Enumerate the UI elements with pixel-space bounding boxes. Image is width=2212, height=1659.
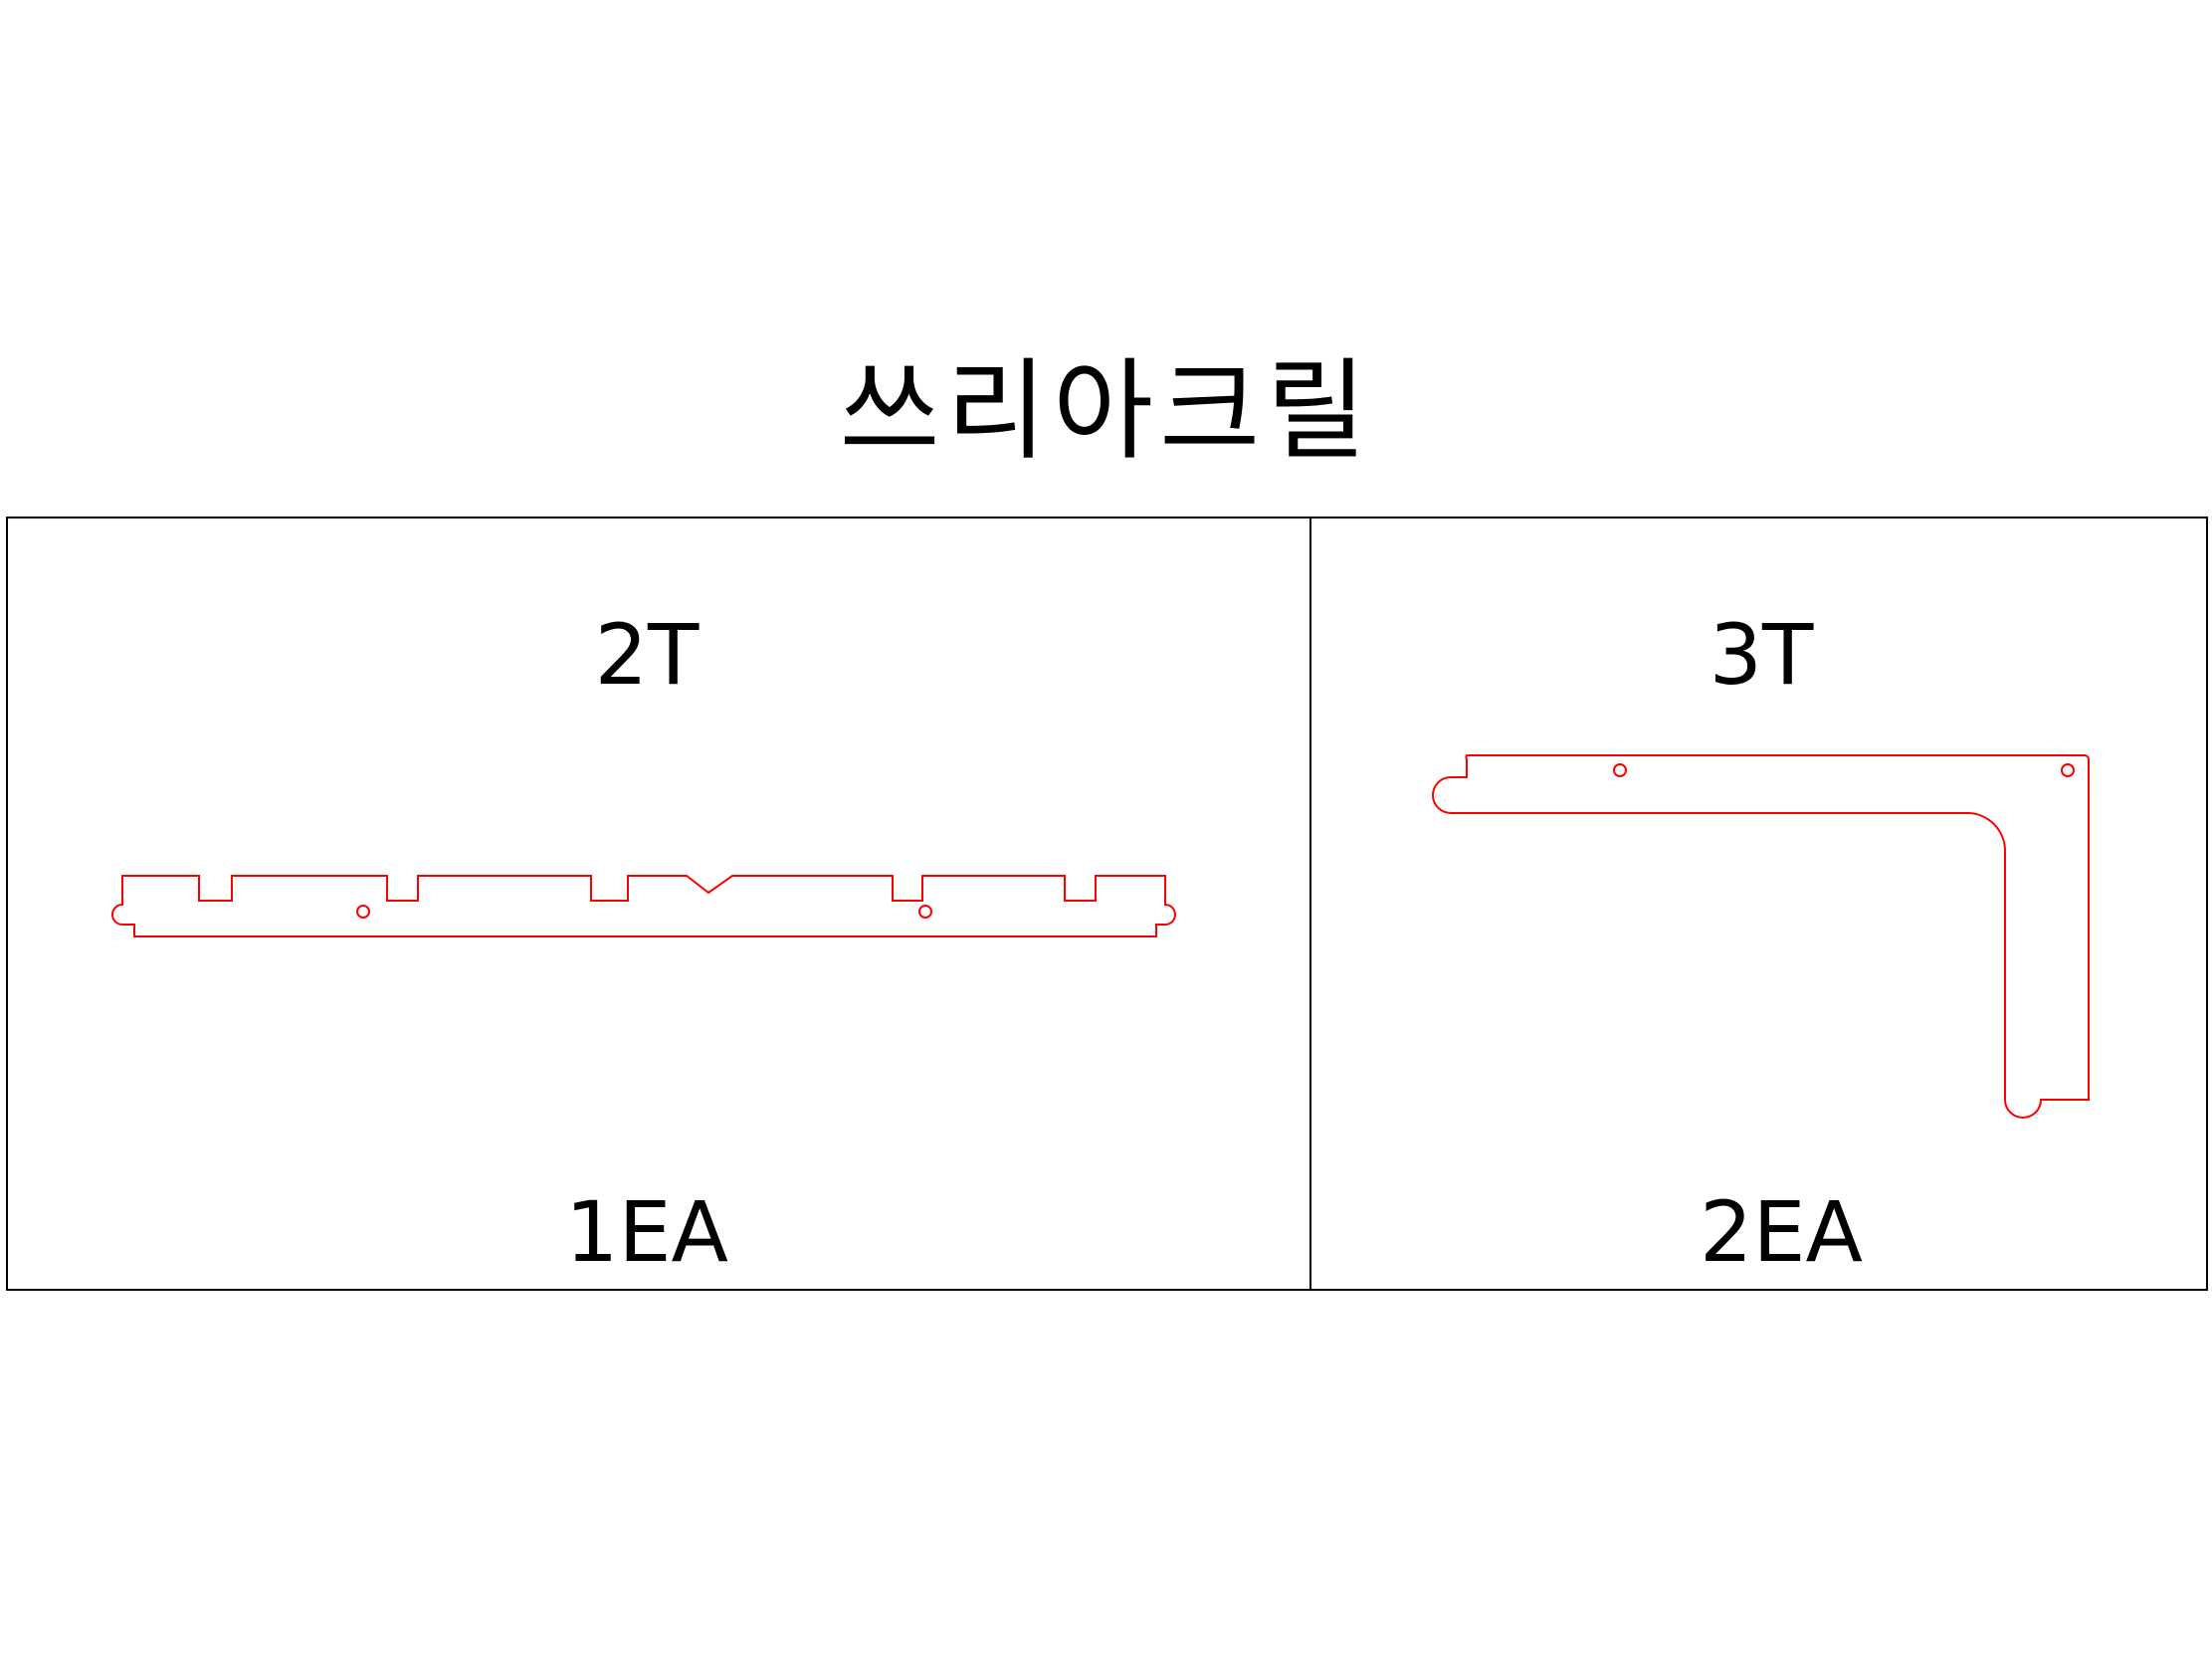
right-panel-thickness: 3T (1709, 606, 1814, 704)
left-panel-thickness: 2T (594, 606, 700, 704)
right-panel-quantity: 2EA (1700, 1183, 1863, 1281)
drawing-title: 쓰리아크릴 (839, 347, 1373, 475)
left-panel-quantity: 1EA (565, 1183, 728, 1281)
drawing-frame (6, 517, 2208, 1291)
panel-divider (1309, 517, 1311, 1291)
